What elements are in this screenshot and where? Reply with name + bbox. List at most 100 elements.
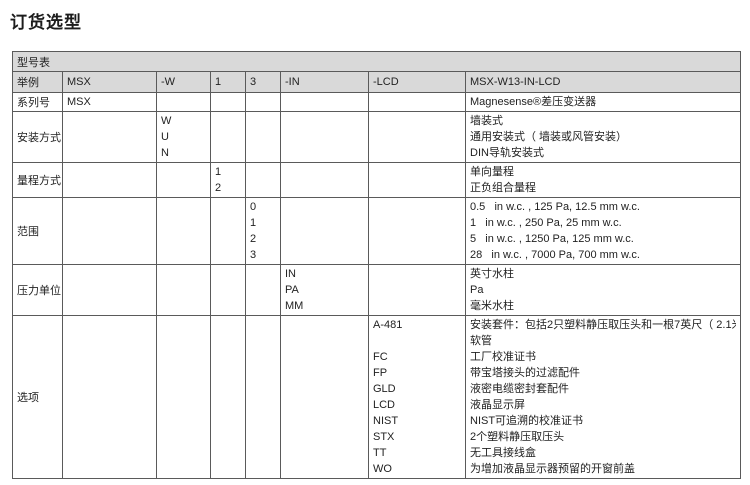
option-description: 工厂校准证书 [470,351,536,363]
empty-cell [368,162,466,198]
table-row-options: 选项 A-481 FC FP GLD LCD NIST STX TT WO 安装… [12,315,741,479]
range-mode-code: 1 [215,166,222,178]
option-code: WO [373,463,392,475]
option-description: 软管 [470,335,492,347]
example-cell-mount: -W [156,71,211,93]
empty-cell [156,264,211,316]
empty-cell [368,197,466,265]
option-description: 2个塑料静压取压头 [470,431,565,443]
option-description: 为增加液晶显示器预留的开窗前盖 [470,463,635,475]
mounting-description: 通用安装式（ 墙装或风管安装） [470,131,628,143]
mounting-code: W [161,115,172,127]
option-code: NIST [373,415,399,427]
example-row: 举例 MSX -W 1 3 -IN -LCD MSX-W13-IN-LCD [12,71,741,93]
example-cell-range: 3 [245,71,281,93]
range-description: 1 in w.c. , 250 Pa, 25 mm w.c. [470,217,622,229]
range-codes-cell: 0 1 2 3 [245,197,281,265]
range-mode-codes-cell: 1 2 [210,162,246,198]
option-code: FP [373,367,388,379]
empty-cell [62,111,157,163]
empty-cell [245,111,281,163]
option-codes-cell: A-481 FC FP GLD LCD NIST STX TT WO [368,315,466,479]
empty-cell [156,315,211,479]
range-mode-description: 正负组合量程 [470,182,536,194]
empty-cell [210,111,246,163]
unit-code: MM [285,300,304,312]
empty-cell [210,264,246,316]
option-description: 无工具接线盒 [470,447,536,459]
option-code: TT [373,447,387,459]
row-label: 选项 [12,315,63,479]
series-desc-cell: Magnesense®差压变送器 [465,92,741,112]
option-code: A-481 [373,319,403,331]
empty-cell [280,197,369,265]
mounting-code: N [161,147,169,159]
table-row-range-mode: 量程方式 1 2 单向量程 正负组合量程 [12,162,741,198]
unit-description: Pa [470,284,484,296]
mounting-description: DIN导轨安装式 [470,147,544,159]
empty-cell [62,197,157,265]
example-cell-unit: -IN [280,71,369,93]
series-code-cell: MSX [62,92,157,112]
table-row-series: 系列号 MSX Magnesense®差压变送器 [12,92,741,112]
series-code: MSX [67,96,91,108]
row-label: 压力单位 [12,264,63,316]
unit-desc-cell: 英寸水柱 Pa 毫米水柱 [465,264,741,316]
row-label: 系列号 [12,92,63,112]
model-selection-table: 型号表 举例 MSX -W 1 3 -IN -LCD MSX-W13-IN-LC… [12,51,741,479]
table-row-pressure-unit: 压力单位 IN PA MM 英寸水柱 Pa 毫米水柱 [12,264,741,316]
row-label: 安装方式 [12,111,63,163]
option-description: NIST可追溯的校准证书 [470,415,584,427]
option-code: FC [373,351,388,363]
unit-description: 英寸水柱 [470,268,514,280]
example-cell-series: MSX [62,71,157,93]
option-desc-cell: 安装套件：包括2只塑料静压取压头和一根7英尺（ 2.1米） PVC 软管 工厂校… [465,315,741,479]
empty-cell [156,92,211,112]
range-description: 5 in w.c. , 1250 Pa, 125 mm w.c. [470,233,634,245]
example-cell-option: -LCD [368,71,466,93]
range-mode-description: 单向量程 [470,166,514,178]
unit-description: 毫米水柱 [470,300,514,312]
option-code: GLD [373,383,396,395]
empty-cell [210,315,246,479]
empty-cell [245,92,281,112]
empty-cell [245,315,281,479]
table-row-range: 范围 0 1 2 3 0.5 in w.c. , 125 Pa, 12.5 mm… [12,197,741,265]
empty-cell [156,197,211,265]
range-code: 2 [250,233,257,245]
empty-cell [156,162,211,198]
empty-cell [62,264,157,316]
empty-cell [368,111,466,163]
empty-cell [280,162,369,198]
range-code: 1 [250,217,257,229]
empty-cell [280,315,369,479]
option-description: 液密电缆密封套配件 [470,383,569,395]
range-desc-cell: 0.5 in w.c. , 125 Pa, 12.5 mm w.c. 1 in … [465,197,741,265]
page-title: 订货选型 [10,13,82,32]
option-description: 安装套件：包括2只塑料静压取压头和一根7英尺（ 2.1米） PVC [470,319,736,331]
example-cell-range-mode: 1 [210,71,246,93]
row-label: 量程方式 [12,162,63,198]
empty-cell [210,92,246,112]
empty-cell [280,111,369,163]
unit-code: PA [285,284,299,296]
mounting-description: 墙装式 [470,115,503,127]
example-row-label: 举例 [12,71,63,93]
option-code: STX [373,431,395,443]
empty-cell [245,264,281,316]
range-mode-desc-cell: 单向量程 正负组合量程 [465,162,741,198]
range-description: 28 in w.c. , 7000 Pa, 700 mm w.c. [470,249,640,261]
empty-cell [210,197,246,265]
range-description: 0.5 in w.c. , 125 Pa, 12.5 mm w.c. [470,201,640,213]
empty-cell [62,162,157,198]
series-description: Magnesense®差压变送器 [470,96,597,108]
example-cell-full-model: MSX-W13-IN-LCD [465,71,741,93]
option-code: LCD [373,399,396,411]
range-code: 3 [250,249,257,261]
table-caption-row: 型号表 [12,51,741,72]
empty-cell [62,315,157,479]
empty-cell [245,162,281,198]
unit-codes-cell: IN PA MM [280,264,369,316]
option-description: 带宝塔接头的过滤配件 [470,367,580,379]
empty-cell [368,92,466,112]
